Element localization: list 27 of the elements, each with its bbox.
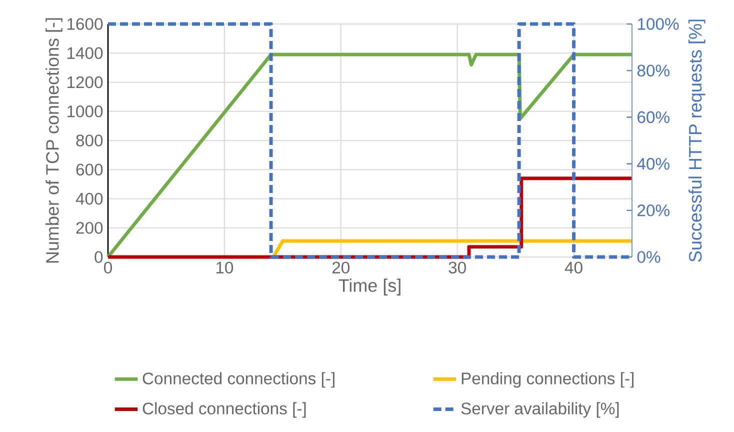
y-tick-label: 800 [76, 134, 103, 146]
y-axis-title: Number of TCP connections [-] [46, 18, 62, 263]
y-tick-label: 1000 [67, 105, 103, 118]
y2-tick-label: 80% [637, 64, 670, 77]
y2-axis-title: Successful HTTP requests [%] [688, 20, 706, 262]
x-tick-label: 40 [564, 262, 582, 274]
y2-tick-label: 60% [638, 111, 670, 124]
legend-label: Connected connections [-] [142, 372, 334, 388]
y-tick-label: 1400 [67, 47, 103, 60]
legend-label: Closed connections [-] [142, 402, 306, 418]
legend-label: Server availability [%] [461, 402, 619, 418]
x-tick-label: 0 [104, 262, 112, 274]
x-tick-label: 20 [332, 262, 350, 274]
y-tick-label: 400 [76, 192, 103, 205]
y-tick-label: 0 [94, 251, 103, 263]
y2-tick-label: 20% [638, 204, 670, 216]
y2-tick-label: 0% [637, 251, 660, 263]
y-tick-label: 600 [76, 164, 103, 176]
x-tick-label: 30 [448, 262, 466, 274]
y2-tick-label: 40% [637, 158, 670, 170]
x-axis-title: Time [s] [338, 278, 400, 296]
y-tick-label: 200 [76, 222, 103, 234]
y-tick-label: 1600 [67, 18, 103, 30]
x-tick-label: 10 [216, 262, 234, 274]
legend-label: Pending connections [-] [462, 372, 634, 388]
y-tick-label: 1200 [67, 76, 103, 88]
y2-tick-label: 100% [638, 18, 679, 30]
